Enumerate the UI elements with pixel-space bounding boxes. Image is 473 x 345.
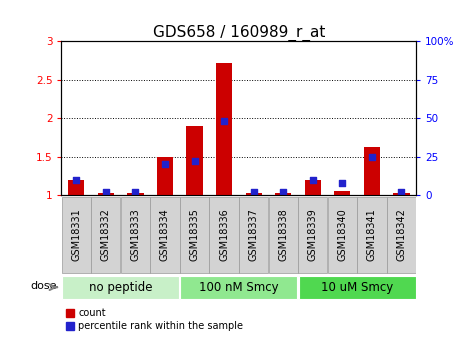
Text: GSM18342: GSM18342 (396, 208, 406, 261)
Point (368, 154, 376, 159)
Text: GSM18333: GSM18333 (131, 208, 140, 261)
Text: GSM18335: GSM18335 (190, 208, 200, 261)
Text: 10 uM Smcy: 10 uM Smcy (321, 281, 393, 294)
Bar (394, 194, 410, 195)
Legend: count, percentile rank within the sample: count, percentile rank within the sample (66, 308, 243, 332)
Point (191, 158, 198, 164)
Text: GSM18332: GSM18332 (101, 208, 111, 261)
FancyBboxPatch shape (328, 197, 357, 273)
Point (250, 189, 257, 195)
FancyBboxPatch shape (357, 197, 386, 273)
FancyBboxPatch shape (210, 197, 239, 273)
FancyBboxPatch shape (298, 276, 416, 299)
Bar (98, 194, 114, 195)
Text: 100 nM Smcy: 100 nM Smcy (199, 281, 279, 294)
Bar (245, 194, 262, 195)
Title: GDS658 / 160989_r_at: GDS658 / 160989_r_at (153, 25, 325, 41)
Point (339, 180, 346, 185)
Point (161, 161, 169, 167)
FancyBboxPatch shape (121, 197, 150, 273)
Text: GSM18336: GSM18336 (219, 208, 229, 261)
Text: GSM18337: GSM18337 (249, 208, 259, 261)
FancyBboxPatch shape (61, 197, 91, 273)
Text: GSM18331: GSM18331 (71, 208, 81, 261)
Bar (186, 126, 202, 195)
Bar (334, 191, 350, 195)
FancyBboxPatch shape (62, 276, 179, 299)
Point (220, 118, 228, 124)
Point (309, 177, 316, 182)
Bar (127, 194, 143, 195)
FancyBboxPatch shape (387, 197, 416, 273)
FancyBboxPatch shape (180, 197, 209, 273)
Bar (275, 194, 291, 195)
Bar (68, 179, 84, 195)
Bar (364, 147, 380, 195)
Point (398, 189, 405, 195)
FancyBboxPatch shape (298, 197, 327, 273)
Text: GSM18341: GSM18341 (367, 208, 377, 261)
Point (280, 189, 287, 195)
FancyBboxPatch shape (239, 197, 268, 273)
Point (131, 189, 139, 195)
Text: dose: dose (30, 281, 57, 291)
Bar (216, 63, 232, 195)
FancyBboxPatch shape (150, 197, 180, 273)
FancyBboxPatch shape (269, 197, 298, 273)
Text: GSM18340: GSM18340 (337, 208, 347, 261)
Text: no peptide: no peptide (89, 281, 152, 294)
FancyBboxPatch shape (91, 197, 121, 273)
Bar (157, 157, 173, 195)
Point (72, 177, 80, 182)
FancyBboxPatch shape (180, 276, 298, 299)
Bar (305, 179, 321, 195)
Text: GSM18334: GSM18334 (160, 208, 170, 261)
Text: GSM18339: GSM18339 (308, 208, 318, 261)
Text: GSM18338: GSM18338 (278, 208, 288, 261)
Point (102, 189, 110, 195)
